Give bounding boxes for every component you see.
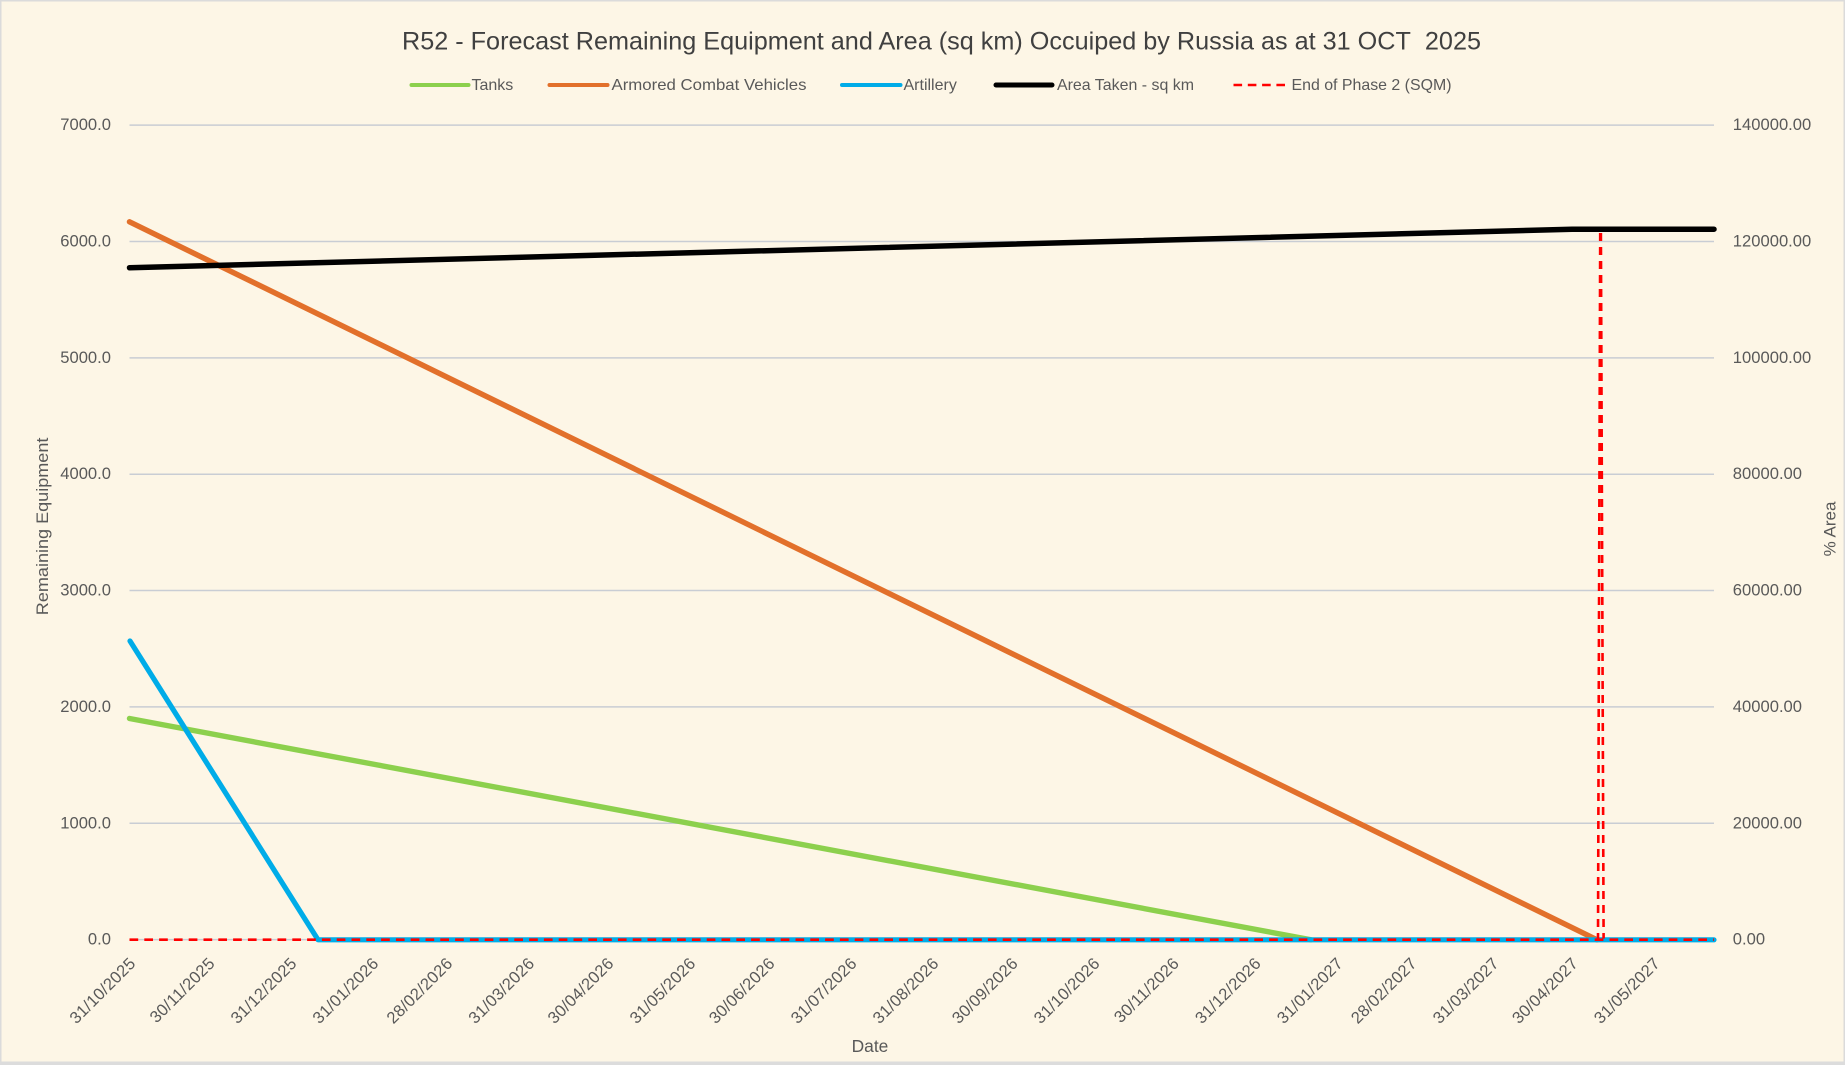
svg-text:3000.0: 3000.0 [60,581,111,600]
svg-text:End of Phase 2 (SQM): End of Phase 2 (SQM) [1292,77,1452,94]
svg-text:5000.0: 5000.0 [60,348,111,367]
svg-text:140000.00: 140000.00 [1733,115,1811,134]
svg-text:0.0: 0.0 [88,930,111,949]
svg-text:100000.00: 100000.00 [1733,348,1811,367]
svg-text:Area Taken - sq km: Area Taken - sq km [1057,77,1194,94]
svg-text:0.00: 0.00 [1733,930,1765,949]
svg-text:% Area: % Area [1821,501,1840,556]
svg-text:20000.00: 20000.00 [1733,813,1802,832]
svg-text:7000.0: 7000.0 [60,115,111,134]
svg-text:Remaining Equipment: Remaining Equipment [33,437,52,615]
svg-text:Armored Combat Vehicles: Armored Combat Vehicles [612,77,807,94]
svg-text:Tanks: Tanks [472,77,514,94]
svg-text:6000.0: 6000.0 [60,232,111,251]
svg-text:2000.0: 2000.0 [60,697,111,716]
svg-text:Date: Date [852,1036,889,1056]
svg-text:4000.0: 4000.0 [60,464,111,483]
svg-text:60000.00: 60000.00 [1733,581,1802,600]
svg-text:1000.0: 1000.0 [60,813,111,832]
svg-text:80000.00: 80000.00 [1733,464,1802,483]
svg-text:120000.00: 120000.00 [1733,232,1811,251]
svg-text:40000.00: 40000.00 [1733,697,1802,716]
svg-text:Artillery: Artillery [904,77,957,94]
svg-text:R52 - Forecast Remaining Equip: R52 - Forecast Remaining Equipment and A… [402,27,1481,55]
